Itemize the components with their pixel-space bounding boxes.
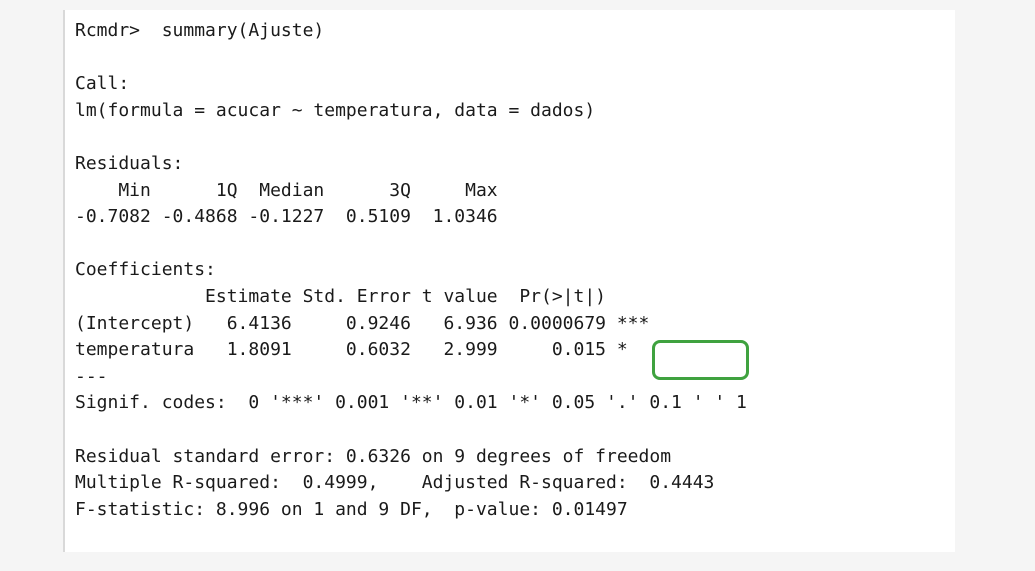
r-squared-line: Multiple R-squared: 0.4999, Adjusted R-s… [75, 472, 715, 494]
residuals-header: Residuals: [75, 152, 184, 174]
call-header: Call: [75, 73, 130, 95]
blank-line [75, 124, 747, 151]
blank-line [75, 231, 747, 258]
residuals-labels: Min 1Q Median 3Q Max [75, 179, 498, 201]
blank-line [75, 417, 747, 444]
coefficient-row-temperatura: temperatura 1.8091 0.6032 2.999 0.015 * [75, 339, 628, 361]
residual-standard-error: Residual standard error: 0.6326 on 9 deg… [75, 445, 672, 467]
coefficients-column-headers: Estimate Std. Error t value Pr(>|t|) [75, 285, 607, 307]
command-line: Rcmdr> summary(Ajuste) [75, 20, 325, 41]
signif-codes: Signif. codes: 0 '***' 0.001 '**' 0.01 '… [75, 392, 747, 414]
p-value-highlight-box [652, 340, 749, 380]
call-formula: lm(formula = acucar ~ temperatura, data … [75, 99, 596, 121]
r-console-output: Rcmdr> summary(Ajuste) Call: lm(formula = … [75, 18, 747, 523]
separator-line: --- [75, 365, 108, 387]
f-statistic-line: F-statistic: 8.996 on 1 and 9 DF, p-valu… [75, 498, 628, 520]
coefficient-row-intercept: (Intercept) 6.4136 0.9246 6.936 0.000067… [75, 312, 650, 334]
blank-line [75, 45, 747, 72]
residuals-values: -0.7082 -0.4868 -0.1227 0.5109 1.0346 [75, 206, 498, 228]
console-panel [63, 10, 955, 552]
coefficients-header: Coefficients: [75, 259, 216, 281]
